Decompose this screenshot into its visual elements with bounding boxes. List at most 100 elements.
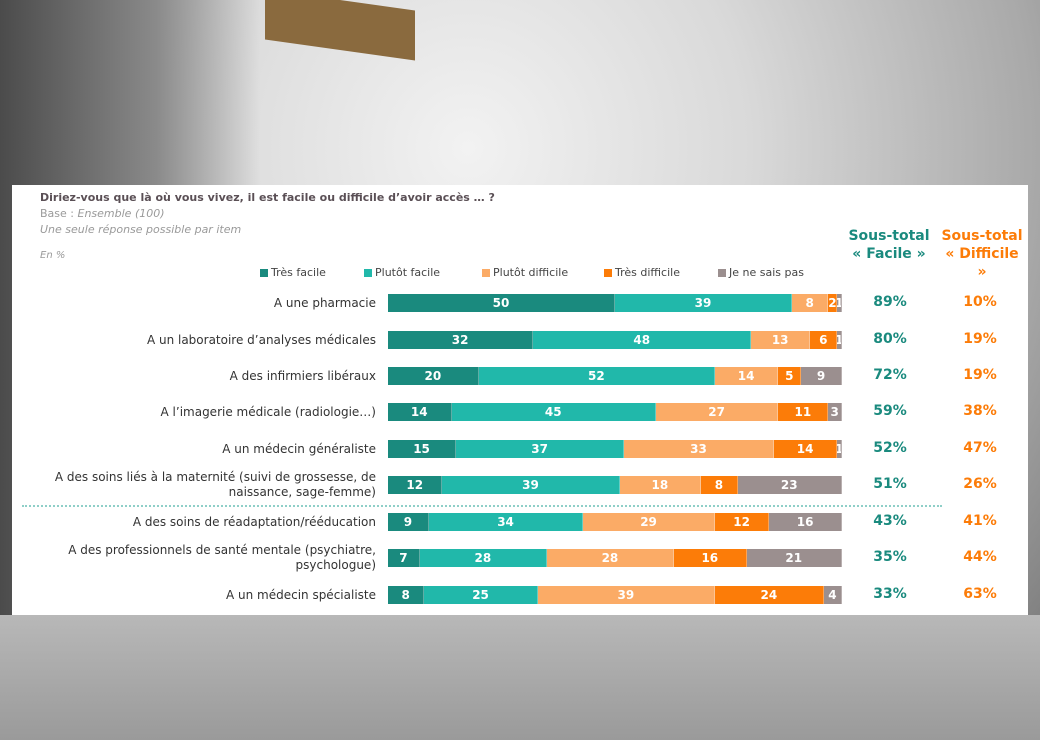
subtotal-facile-value: 89% bbox=[873, 294, 907, 310]
subtotal-facile-value: 59% bbox=[873, 403, 907, 419]
bar-segment-plutot-facile: 34 bbox=[428, 513, 584, 531]
bar-segment-plutot-difficile: 28 bbox=[546, 549, 674, 567]
bar-segment-tres-facile: 32 bbox=[388, 331, 534, 349]
legend-item: Plutôt difficile bbox=[482, 266, 568, 279]
subtotal-hard-header-line2: « Difficile » bbox=[945, 246, 1019, 280]
bar-segment-tres-facile: 7 bbox=[388, 549, 420, 567]
category-label: A des soins liés à la maternité (suivi d… bbox=[54, 470, 376, 499]
subtotal-easy-header: Sous-total « Facile » bbox=[848, 227, 930, 263]
base-value: Ensemble (100) bbox=[77, 207, 165, 220]
bar-segment-tres-difficile: 12 bbox=[714, 513, 770, 531]
category-label: A des professionnels de santé mentale (p… bbox=[68, 543, 376, 572]
subtotal-easy-header-line2: « Facile » bbox=[852, 246, 926, 262]
subtotal-facile-value: 72% bbox=[873, 367, 907, 383]
bar-segment-tres-difficile: 11 bbox=[778, 403, 829, 421]
stacked-bar: 20 52 14 5 9 bbox=[388, 367, 842, 385]
stacked-bar: 5039821 bbox=[388, 294, 842, 312]
bar-segment-plutot-facile: 45 bbox=[451, 403, 656, 421]
bar-segment-plutot-facile: 37 bbox=[456, 440, 625, 458]
bar-segment-plutot-difficile: 14 bbox=[714, 367, 779, 385]
bar-segment-tres-facile: 14 bbox=[388, 403, 452, 421]
bar-segment-nsp: 1 bbox=[837, 331, 842, 349]
subtotal-difficile-value: 26% bbox=[963, 476, 997, 492]
base-label: Base : bbox=[40, 207, 78, 220]
legend-label: Très facile bbox=[271, 266, 326, 279]
category-label: A un médecin spécialiste bbox=[225, 587, 376, 602]
group-separator bbox=[22, 505, 942, 507]
subtotal-difficile-value: 10% bbox=[963, 294, 997, 310]
legend-item: Je ne sais pas bbox=[718, 266, 804, 279]
stacked-bar: 14 45 27 11 3 bbox=[388, 403, 842, 421]
bar-segment-plutot-facile: 39 bbox=[615, 294, 793, 312]
bar-segment-tres-difficile: 2 bbox=[828, 294, 838, 312]
bar-segment-plutot-difficile: 27 bbox=[655, 403, 779, 421]
bar-segment-plutot-difficile: 29 bbox=[583, 513, 715, 531]
background-sign bbox=[265, 0, 415, 61]
bar-segment-tres-difficile: 24 bbox=[714, 586, 824, 604]
background-floor bbox=[0, 615, 1040, 740]
bar-segment-tres-facile: 50 bbox=[388, 294, 615, 312]
bar-segment-plutot-difficile: 13 bbox=[751, 331, 811, 349]
subtotal-facile-value: 43% bbox=[873, 513, 907, 529]
subtotal-hard-header-line1: Sous-total bbox=[941, 228, 1023, 244]
subtotal-difficile-value: 63% bbox=[963, 586, 997, 602]
subtotal-easy-header-line1: Sous-total bbox=[848, 228, 930, 244]
bar-segment-nsp: 21 bbox=[746, 549, 842, 567]
bar-segment-plutot-facile: 28 bbox=[419, 549, 547, 567]
category-label: A un médecin généraliste bbox=[222, 441, 376, 456]
bar-segment-nsp: 9 bbox=[801, 367, 842, 385]
bar-segment-plutot-facile: 52 bbox=[478, 367, 715, 385]
bar-segment-tres-facile: 8 bbox=[388, 586, 425, 604]
bar-segment-tres-facile: 9 bbox=[388, 513, 429, 531]
subtotal-difficile-value: 19% bbox=[963, 367, 997, 383]
legend-item: Très facile bbox=[260, 266, 326, 279]
bar-segment-nsp: 3 bbox=[828, 403, 842, 421]
category-label: A des soins de réadaptation/rééducation bbox=[132, 514, 376, 529]
base-text: Base : Ensemble (100) bbox=[40, 207, 165, 220]
stacked-bar: 9 34 29 12 16 bbox=[388, 513, 842, 531]
legend-item: Plutôt facile bbox=[364, 266, 440, 279]
unit-text: En % bbox=[40, 250, 66, 261]
subtotal-hard-header: Sous-total « Difficile » bbox=[940, 227, 1024, 281]
stacked-bar: 153733141 bbox=[388, 440, 842, 458]
bar-segment-nsp: 1 bbox=[837, 440, 842, 458]
subtotal-facile-value: 35% bbox=[873, 549, 907, 565]
stacked-bar: 7 28 28 16 21 bbox=[388, 549, 842, 567]
bar-segment-tres-difficile: 6 bbox=[810, 331, 838, 349]
subtotal-facile-value: 52% bbox=[873, 440, 907, 456]
legend-item: Très difficile bbox=[604, 266, 680, 279]
bar-segment-plutot-difficile: 18 bbox=[619, 476, 702, 494]
legend-swatch bbox=[260, 268, 268, 277]
bar-segment-tres-difficile: 14 bbox=[773, 440, 838, 458]
bar-segment-nsp: 23 bbox=[737, 476, 842, 494]
bar-segment-tres-facile: 15 bbox=[388, 440, 457, 458]
legend-swatch bbox=[718, 268, 726, 277]
category-label: A l’imagerie médicale (radiologie…) bbox=[160, 404, 376, 419]
stacked-bar: 32481361 bbox=[388, 331, 842, 349]
question-title: Diriez-vous que là où vous vivez, il est… bbox=[40, 191, 495, 204]
category-label: A un laboratoire d’analyses médicales bbox=[146, 332, 376, 347]
subtotal-difficile-value: 19% bbox=[963, 331, 997, 347]
subtotal-difficile-value: 44% bbox=[963, 549, 997, 565]
subtotal-facile-value: 80% bbox=[873, 331, 907, 347]
bar-segment-tres-difficile: 16 bbox=[673, 549, 747, 567]
legend-swatch bbox=[482, 268, 490, 277]
bar-segment-plutot-difficile: 33 bbox=[624, 440, 774, 458]
subtotal-difficile-value: 38% bbox=[963, 403, 997, 419]
category-label: A des infirmiers libéraux bbox=[229, 368, 376, 383]
legend-swatch bbox=[604, 268, 612, 277]
legend-swatch bbox=[364, 268, 372, 277]
bar-segment-nsp: 1 bbox=[837, 294, 842, 312]
subtotal-difficile-value: 41% bbox=[963, 513, 997, 529]
subtotal-facile-value: 33% bbox=[873, 586, 907, 602]
note-text: Une seule réponse possible par item bbox=[40, 223, 242, 236]
bar-segment-tres-difficile: 5 bbox=[778, 367, 802, 385]
bar-segment-plutot-difficile: 8 bbox=[792, 294, 829, 312]
bar-segment-tres-facile: 20 bbox=[388, 367, 479, 385]
stacked-bar: 8 25 39 24 4 bbox=[388, 586, 842, 604]
bar-segment-plutot-facile: 48 bbox=[533, 331, 752, 349]
legend-label: Plutôt difficile bbox=[493, 266, 569, 279]
legend-label: Plutôt facile bbox=[375, 266, 441, 279]
legend-label: Très difficile bbox=[615, 266, 680, 279]
category-label: A une pharmacie bbox=[273, 295, 376, 310]
